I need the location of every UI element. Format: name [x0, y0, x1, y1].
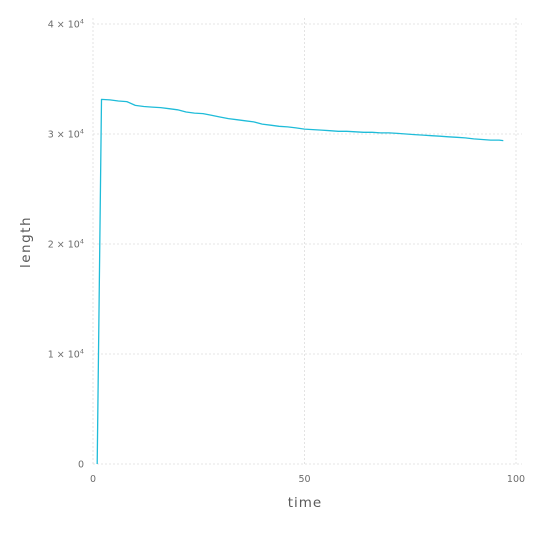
y-tick-exponent: 4 — [80, 18, 84, 26]
y-tick-label: 3 × 104 — [48, 128, 84, 141]
x-tick-label: 100 — [507, 474, 525, 485]
grid — [92, 18, 522, 465]
y-tick-base: 0 — [78, 460, 84, 471]
y-tick-base: 3 × 10 — [48, 130, 80, 141]
x-axis-ticks: 0 50 100 — [90, 474, 525, 485]
y-tick-base: 2 × 10 — [48, 240, 80, 251]
series-line-0 — [96, 98, 504, 465]
y-tick-label: 1 × 104 — [48, 348, 84, 361]
y-tick-base: 1 × 10 — [48, 350, 80, 361]
y-tick-label: 4 × 104 — [48, 18, 84, 31]
series-layer — [96, 98, 504, 465]
y-axis-label: length — [18, 216, 34, 268]
y-tick-exponent: 4 — [80, 128, 84, 136]
y-tick-exponent: 4 — [80, 238, 84, 246]
y-tick-exponent: 4 — [80, 348, 84, 356]
x-axis-label: time — [288, 495, 323, 511]
y-tick-label: 2 × 104 — [48, 238, 84, 251]
x-tick-label: 50 — [298, 474, 310, 485]
y-tick-base: 4 × 10 — [48, 20, 80, 31]
x-tick-label: 0 — [90, 474, 96, 485]
y-tick-label: 0 — [78, 460, 84, 471]
